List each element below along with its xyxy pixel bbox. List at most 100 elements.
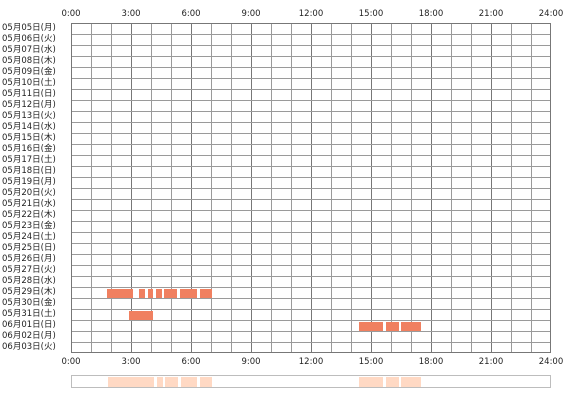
summary-block — [180, 377, 198, 387]
hour-label: 21:00 — [478, 9, 504, 19]
activity-block — [148, 289, 153, 298]
activity-block — [107, 289, 133, 298]
hour-label: 15:00 — [358, 9, 384, 19]
activity-block — [139, 289, 145, 298]
day-label: 05月14日(水) — [2, 122, 56, 132]
day-gridline — [72, 331, 550, 332]
day-label: 05月13日(火) — [2, 111, 56, 121]
hour-label: 12:00 — [298, 357, 324, 367]
day-label: 05月28日(水) — [2, 276, 56, 286]
day-label: 05月26日(月) — [2, 254, 56, 264]
activity-block — [129, 311, 153, 320]
hour-label: 21:00 — [478, 357, 504, 367]
day-label: 05月23日(金) — [2, 221, 56, 231]
hour-label: 9:00 — [241, 357, 261, 367]
activity-block — [359, 322, 383, 331]
day-label: 05月11日(日) — [2, 89, 56, 99]
day-gridline — [72, 166, 550, 167]
day-label: 05月29日(木) — [2, 287, 56, 297]
day-gridline — [72, 34, 550, 35]
day-gridline — [72, 287, 550, 288]
hour-label: 6:00 — [181, 9, 201, 19]
day-label: 05月19日(月) — [2, 177, 56, 187]
day-label: 05月06日(火) — [2, 34, 56, 44]
day-gridline — [72, 144, 550, 145]
summary-block — [385, 377, 399, 387]
day-label: 05月20日(火) — [2, 188, 56, 198]
summary-block — [358, 377, 383, 387]
day-label: 05月31日(土) — [2, 309, 56, 319]
hour-label: 3:00 — [121, 357, 141, 367]
hour-label: 15:00 — [358, 357, 384, 367]
daily-summary-bar — [71, 375, 551, 388]
summary-block — [200, 377, 213, 387]
day-label: 06月01日(日) — [2, 320, 56, 330]
day-gridline — [72, 210, 550, 211]
day-label: 06月03日(火) — [2, 342, 56, 352]
day-gridline — [72, 232, 550, 233]
summary-block — [400, 377, 421, 387]
activity-block — [401, 322, 421, 331]
day-gridline — [72, 78, 550, 79]
hour-label: 12:00 — [298, 9, 324, 19]
day-gridline — [72, 320, 550, 321]
summary-block — [107, 377, 134, 387]
day-label: 05月07日(水) — [2, 45, 56, 55]
day-gridline — [72, 221, 550, 222]
hour-label: 0:00 — [61, 9, 81, 19]
day-label: 05月24日(土) — [2, 232, 56, 242]
hour-axis-bottom: 0:00 3:00 6:00 9:00 12:00 15:00 18:00 21:00 24:0… — [0, 356, 570, 368]
hour-label: 0:00 — [61, 357, 81, 367]
day-gridline — [72, 254, 550, 255]
day-gridline — [72, 155, 550, 156]
day-gridline — [72, 243, 550, 244]
day-gridline — [72, 111, 550, 112]
day-label: 06月02日(月) — [2, 331, 56, 341]
day-label: 05月30日(金) — [2, 298, 56, 308]
day-gridline — [72, 100, 550, 101]
day-label: 05月10日(土) — [2, 78, 56, 88]
hour-label: 24:00 — [538, 357, 564, 367]
day-gridline — [72, 56, 550, 57]
day-gridline — [72, 177, 550, 178]
day-gridline — [72, 298, 550, 299]
summary-block — [156, 377, 163, 387]
activity-block — [156, 289, 162, 298]
day-gridline — [72, 45, 550, 46]
day-label: 05月15日(木) — [2, 133, 56, 143]
day-gridline — [72, 276, 550, 277]
activity-block — [164, 289, 177, 298]
summary-block — [164, 377, 178, 387]
day-label: 05月27日(火) — [2, 265, 56, 275]
hour-label: 6:00 — [181, 357, 201, 367]
day-label: 05月21日(水) — [2, 199, 56, 209]
day-gridline — [72, 122, 550, 123]
hour-label: 24:00 — [538, 9, 564, 19]
day-label: 05月05日(月) — [2, 23, 56, 33]
day-label: 05月22日(木) — [2, 210, 56, 220]
day-gridline — [72, 265, 550, 266]
day-label: 05月25日(日) — [2, 243, 56, 253]
day-label: 05月12日(月) — [2, 100, 56, 110]
day-label: 05月09日(金) — [2, 67, 56, 77]
hour-label: 18:00 — [418, 9, 444, 19]
activity-grid — [71, 23, 551, 353]
day-gridline — [72, 342, 550, 343]
hour-label: 9:00 — [241, 9, 261, 19]
activity-block — [180, 289, 197, 298]
day-gridline — [72, 188, 550, 189]
day-label: 05月17日(土) — [2, 155, 56, 165]
hour-label: 18:00 — [418, 357, 444, 367]
hour-label: 3:00 — [121, 9, 141, 19]
summary-block — [129, 377, 154, 387]
activity-block — [200, 289, 212, 298]
day-gridline — [72, 89, 550, 90]
day-gridline — [72, 133, 550, 134]
day-gridline — [72, 199, 550, 200]
activity-block — [386, 322, 399, 331]
day-label: 05月16日(金) — [2, 144, 56, 154]
day-gridline — [72, 309, 550, 310]
day-label: 05月08日(木) — [2, 56, 56, 66]
day-label: 05月18日(日) — [2, 166, 56, 176]
hour-axis-top: 0:00 3:00 6:00 9:00 12:00 15:00 18:00 21:00 24:0… — [0, 8, 570, 20]
